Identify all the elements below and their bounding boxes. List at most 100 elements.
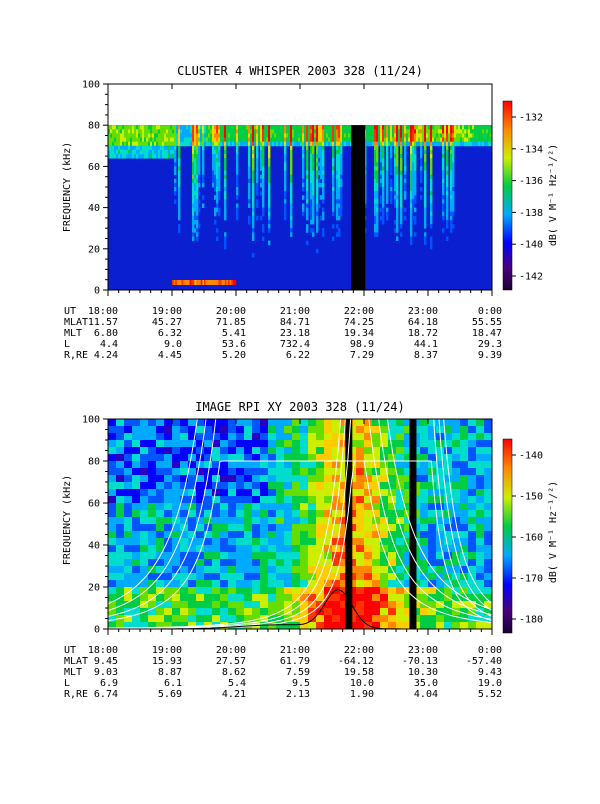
heatmap-cell	[108, 580, 117, 588]
heatmap-cell	[180, 622, 189, 629]
heatmap-cell	[444, 601, 453, 609]
heatmap-cell	[444, 125, 447, 130]
heatmap-cell	[190, 141, 193, 147]
heatmap-cell	[164, 468, 173, 476]
heatmap-cell	[108, 559, 117, 567]
heatmap-cell	[388, 580, 397, 588]
heatmap-cell	[216, 137, 219, 143]
heatmap-cell	[302, 145, 305, 151]
heatmap-cell	[268, 166, 271, 171]
heatmap-cell	[192, 215, 195, 221]
heatmap-cell	[364, 461, 373, 469]
heatmap-cell	[332, 580, 341, 588]
heatmap-cell	[322, 129, 325, 134]
heatmap-cell	[382, 211, 385, 217]
heatmap-cell	[140, 133, 143, 138]
heatmap-cell	[180, 141, 183, 147]
heatmap-cell	[200, 133, 203, 138]
heatmap-cell	[380, 162, 383, 167]
heatmap-cell	[324, 545, 333, 553]
heatmap-cell	[302, 211, 305, 217]
heatmap-cell	[428, 419, 437, 427]
heatmap-cell	[228, 503, 237, 511]
heatmap-cell	[316, 622, 325, 629]
heatmap-cell	[260, 440, 269, 448]
heatmap-cell	[188, 531, 197, 539]
heatmap-cell	[290, 154, 293, 159]
heatmap-cell	[148, 573, 157, 581]
heatmap-cell	[246, 125, 249, 130]
heatmap-cell	[110, 154, 113, 159]
heatmap-cell	[336, 203, 339, 208]
heatmap-cell	[262, 174, 265, 180]
heatmap-cell	[268, 149, 271, 155]
heatmap-cell	[388, 433, 397, 441]
heatmap-cell	[412, 149, 415, 155]
heatmap-cell	[172, 475, 181, 483]
heatmap-cell	[420, 615, 429, 623]
heatmap-cell	[444, 433, 453, 441]
heatmap-cell	[212, 137, 215, 143]
heatmap-cell	[278, 133, 281, 138]
y-tick-label: 40	[88, 541, 100, 552]
heatmap-cell	[428, 573, 437, 581]
heatmap-cell	[218, 178, 221, 184]
heatmap-cell	[194, 195, 197, 200]
heatmap-cell	[428, 503, 437, 511]
heatmap-cell	[302, 162, 305, 167]
heatmap-cell	[178, 141, 181, 147]
ephemeris-value: 5.20	[222, 350, 246, 361]
heatmap-cell	[136, 145, 139, 151]
heatmap-cell	[162, 141, 165, 147]
heatmap-cell	[380, 133, 383, 138]
heatmap-cell	[196, 224, 199, 229]
heatmap-cell	[446, 149, 449, 155]
heatmap-cell	[316, 447, 325, 455]
heatmap-cell	[468, 440, 477, 448]
heatmap-cell	[474, 125, 477, 130]
heatmap-cell	[110, 141, 113, 147]
heatmap-cell	[224, 236, 227, 241]
heatmap-cell	[430, 170, 433, 176]
heatmap-cell	[488, 125, 491, 130]
heatmap-cell	[290, 182, 293, 188]
heatmap-cell	[336, 166, 339, 171]
heatmap-cell	[202, 125, 205, 130]
heatmap-cell	[114, 133, 117, 138]
heatmap-cell	[212, 489, 221, 497]
heatmap-cell	[410, 166, 413, 171]
heatmap-cell	[302, 125, 305, 130]
heatmap-cell	[246, 141, 249, 147]
heatmap-cell	[178, 145, 181, 151]
heatmap-cell	[322, 207, 325, 213]
heatmap-cell	[116, 149, 119, 155]
heatmap-cell	[322, 228, 325, 233]
heatmap-cell	[444, 608, 453, 616]
heatmap-cell	[396, 133, 399, 138]
colorbar: dB( V M⁻¹ Hz⁻¹/²) -140-150-160-170-180	[502, 438, 559, 634]
heatmap-cell	[124, 419, 133, 427]
heatmap-cell	[220, 419, 229, 427]
heatmap-cell	[436, 440, 445, 448]
heatmap-cell	[158, 137, 161, 143]
heatmap-cell	[364, 503, 373, 511]
heatmap-cell	[212, 531, 221, 539]
spectrogram-heatmap	[108, 125, 492, 290]
heatmap-cell	[324, 133, 327, 138]
heatmap-cell	[176, 141, 179, 147]
heatmap-cell	[372, 594, 381, 602]
heatmap-cell	[180, 440, 189, 448]
heatmap-cell	[202, 174, 205, 180]
heatmap-cell	[221, 280, 224, 285]
heatmap-cell	[380, 594, 389, 602]
heatmap-cell	[272, 141, 275, 147]
heatmap-cell	[108, 145, 111, 151]
heatmap-cell	[288, 137, 291, 143]
heatmap-cell	[414, 141, 417, 147]
heatmap-cell	[388, 426, 397, 434]
heatmap-cell	[424, 182, 427, 188]
heatmap-cell	[330, 137, 333, 143]
heatmap-cell	[340, 178, 343, 184]
heatmap-cell	[300, 552, 309, 560]
heatmap-cell	[320, 149, 323, 155]
